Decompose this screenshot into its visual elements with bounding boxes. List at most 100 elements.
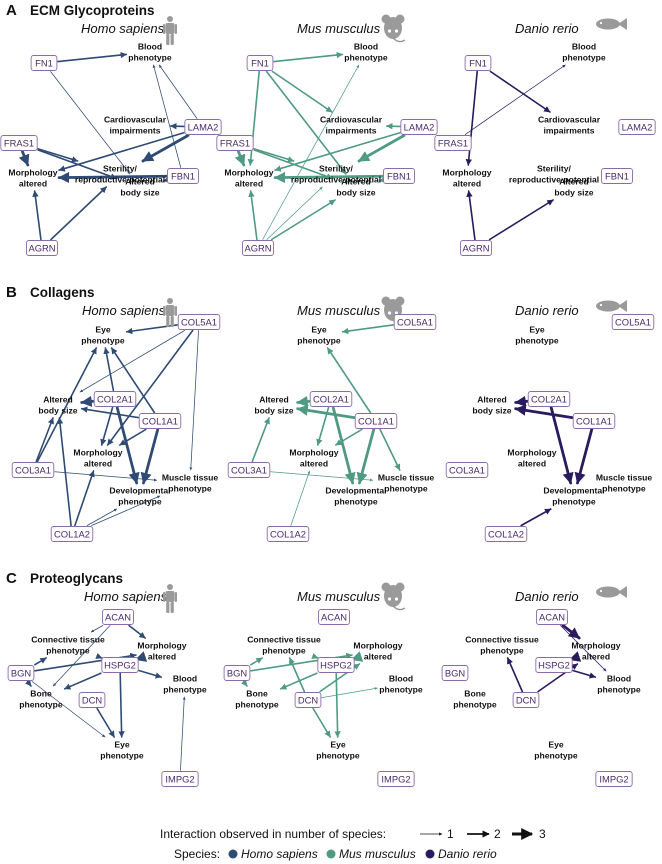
gene-box <box>294 692 322 708</box>
gene-node-hspg2: HSPG2 <box>101 657 139 673</box>
gene-label: COL1A2 <box>488 528 524 539</box>
edge-hspg2-to-blood-danio <box>572 669 597 679</box>
phenotype-label: phenotype <box>344 53 388 63</box>
edge-col1a1-to-eye-homo <box>110 347 156 414</box>
phenotype-label: phenotype <box>515 336 559 346</box>
species-title: Homo sapiens <box>82 303 166 318</box>
edge-fras1-to-steril-mus <box>253 148 295 163</box>
phenotype-label: altered <box>84 459 112 469</box>
species-titles-b: Homo sapiens Mus musculus Danio rerio <box>82 303 579 318</box>
gene-node-col1a1: COL1A1 <box>138 413 182 429</box>
edge-col2a1-to-devel-danio <box>549 406 574 485</box>
gene-node-acan: ACAN <box>318 609 350 625</box>
phenotype-label: Morphology <box>73 448 122 458</box>
gene-label: AGRN <box>28 242 55 253</box>
gene-label: COL5A1 <box>181 316 217 327</box>
species-title: Mus musculus <box>297 303 381 318</box>
gene-label: COL2A1 <box>531 393 567 404</box>
edge-fras1-to-body-mus <box>253 149 334 180</box>
gene-box <box>11 462 55 478</box>
gene-box <box>309 391 353 407</box>
gene-node-impg2: IMPG2 <box>377 771 415 787</box>
gene-label: COL2A1 <box>97 393 133 404</box>
legend-count-3: 3 <box>539 827 546 841</box>
phenotype-node-steril: Sterility/reproductive potential <box>291 164 381 185</box>
edge-fbn1-to-body-homo <box>162 176 171 183</box>
gene-label: LAMA2 <box>188 121 219 132</box>
species-title: Danio rerio <box>515 589 579 604</box>
gene-label: FN1 <box>35 57 53 68</box>
legend-species-danio: Danio rerio <box>438 847 497 861</box>
species-titles-a: Homo sapiens Mus musculus Danio rerio <box>81 21 579 36</box>
gene-label: HSPG2 <box>104 659 136 670</box>
gene-box <box>535 657 573 673</box>
edge-col1a1-to-devel-danio <box>574 428 594 485</box>
edge-agrn-to-body-danio <box>488 199 554 241</box>
edge-col5a1-to-body-homo <box>79 330 185 393</box>
phenotype-label: Muscle tissue <box>378 473 435 483</box>
gene-node-hspg2: HSPG2 <box>535 657 573 673</box>
edge-fn1-to-body-mus <box>265 70 347 175</box>
phenotype-label: Morphology <box>353 641 402 651</box>
gene-box <box>26 240 58 256</box>
gene-node-fras1: FRAS1 <box>434 135 472 151</box>
phenotype-label: phenotype <box>100 751 144 761</box>
gene-box <box>464 55 492 71</box>
edge-fras1-to-steril-homo <box>37 148 79 163</box>
phenotype-label: Blood <box>173 674 197 684</box>
phenotype-label: Developmental <box>109 486 170 496</box>
section-title: Proteoglycans <box>30 571 123 586</box>
gene-node-bgn: BGN <box>7 665 35 681</box>
section-title: ECM Glycoproteins <box>30 3 155 18</box>
gene-label: COL1A1 <box>142 415 178 426</box>
edge-col5a1-to-eye-mus <box>341 324 395 335</box>
gene-box <box>536 609 568 625</box>
legend-dot-danio <box>425 849 435 859</box>
gene-label: COL1A1 <box>576 415 612 426</box>
edge-col3a1-to-muscle-homo <box>54 471 158 482</box>
section-a-header: A ECM Glycoproteins <box>6 2 155 19</box>
edge-acan-to-bone-homo <box>52 625 111 687</box>
phenotype-label: phenotype <box>562 53 606 63</box>
edge-col1a1-to-morph-mus <box>334 428 363 446</box>
gene-node-dcn: DCN <box>512 692 540 708</box>
gene-node-col5a1: COL5A1 <box>393 314 437 330</box>
edge-col2a1-to-body-homo <box>80 395 95 408</box>
gene-node-col1a1: COL1A1 <box>572 413 616 429</box>
gene-box <box>317 657 355 673</box>
phenotype-label: Blood <box>389 674 413 684</box>
phenotype-label: Altered <box>559 177 589 187</box>
edge-agrn-to-steril-homo <box>50 186 108 241</box>
phenotype-label: altered <box>235 179 263 189</box>
gene-label: COL2A1 <box>313 393 349 404</box>
icon-layer <box>163 14 627 613</box>
gene-node-impg2: IMPG2 <box>161 771 199 787</box>
gene-node-col1a1: COL1A1 <box>354 413 398 429</box>
edge-fras1-to-morph-mus <box>234 150 246 167</box>
edge-dcn-to-blood-mus <box>321 687 378 698</box>
phenotype-label: phenotype <box>128 53 172 63</box>
phenotype-label: Sterility/ <box>319 164 354 174</box>
edge-col2a1-to-devel-homo <box>115 406 140 485</box>
gene-box <box>50 526 94 542</box>
legend-interaction-label: Interaction observed in number of specie… <box>160 827 386 841</box>
phenotype-label: Eye <box>548 740 564 750</box>
gene-box <box>400 119 438 135</box>
phenotype-label: impairments <box>109 126 160 136</box>
gene-box <box>445 462 489 478</box>
edge-lama2-to-blood-homo <box>158 64 198 119</box>
edge-fbn1-to-morph-homo <box>57 171 168 184</box>
